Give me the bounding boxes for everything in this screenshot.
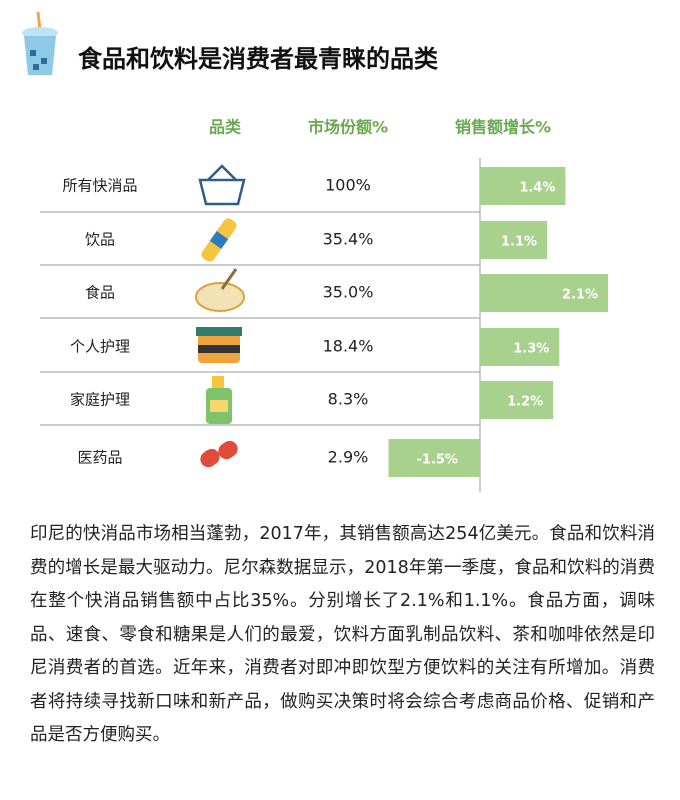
category-label: 个人护理 [70,338,130,356]
category-label: 所有快消品 [62,177,137,195]
growth-bar [480,167,566,205]
column-header: 品类 [209,118,242,137]
bowl-icon [195,282,245,312]
growth-label: 1.1% [501,235,537,250]
growth-bar [388,439,480,477]
growth-label: 1.2% [507,395,543,410]
paragraph: 印尼的快消品市场相当蓬勃，2017年，其销售额高达254亿美元。食品和饮料消费的… [30,524,655,745]
basket-handle [207,164,237,181]
growth-bar [480,274,609,312]
column-header: 市场份额% [308,118,388,137]
category-label: 食品 [85,284,115,302]
jar-band [198,345,240,353]
growth-bar [480,381,554,419]
cup-icon [22,11,58,75]
pill-icon [200,448,220,468]
spray-label [210,400,228,412]
share-label: 35.0% [323,283,374,302]
growth-bar [480,221,548,259]
title: 食品和饮料是消费者最青睐的品类 [78,45,439,73]
share-label: 2.9% [328,448,369,467]
category-label: 家庭护理 [70,391,130,409]
growth-label: 1.4% [519,181,555,196]
jar-lid [196,327,242,336]
category-label: 饮品 [85,231,115,249]
spray-head [212,376,224,388]
column-header: 销售额增长% [455,118,551,137]
infographic: 食品和饮料是消费者最青睐的品类 品类 市场份额% 销售额增长% 所有快消品 100… [22,11,609,492]
category-label: 医药品 [77,449,122,467]
growth-label: 2.1% [562,288,598,303]
basket-icon [198,178,246,206]
spoon [220,268,238,290]
share-label: 100% [325,176,371,195]
share-label: 18.4% [323,337,374,356]
share-label: 8.3% [328,390,369,409]
share-label: 35.4% [323,230,374,249]
growth-bar [480,328,560,366]
growth-label: 1.3% [513,342,549,357]
growth-label: -1.5% [417,453,458,468]
bottle-label [209,231,229,249]
pill-icon [218,440,238,460]
